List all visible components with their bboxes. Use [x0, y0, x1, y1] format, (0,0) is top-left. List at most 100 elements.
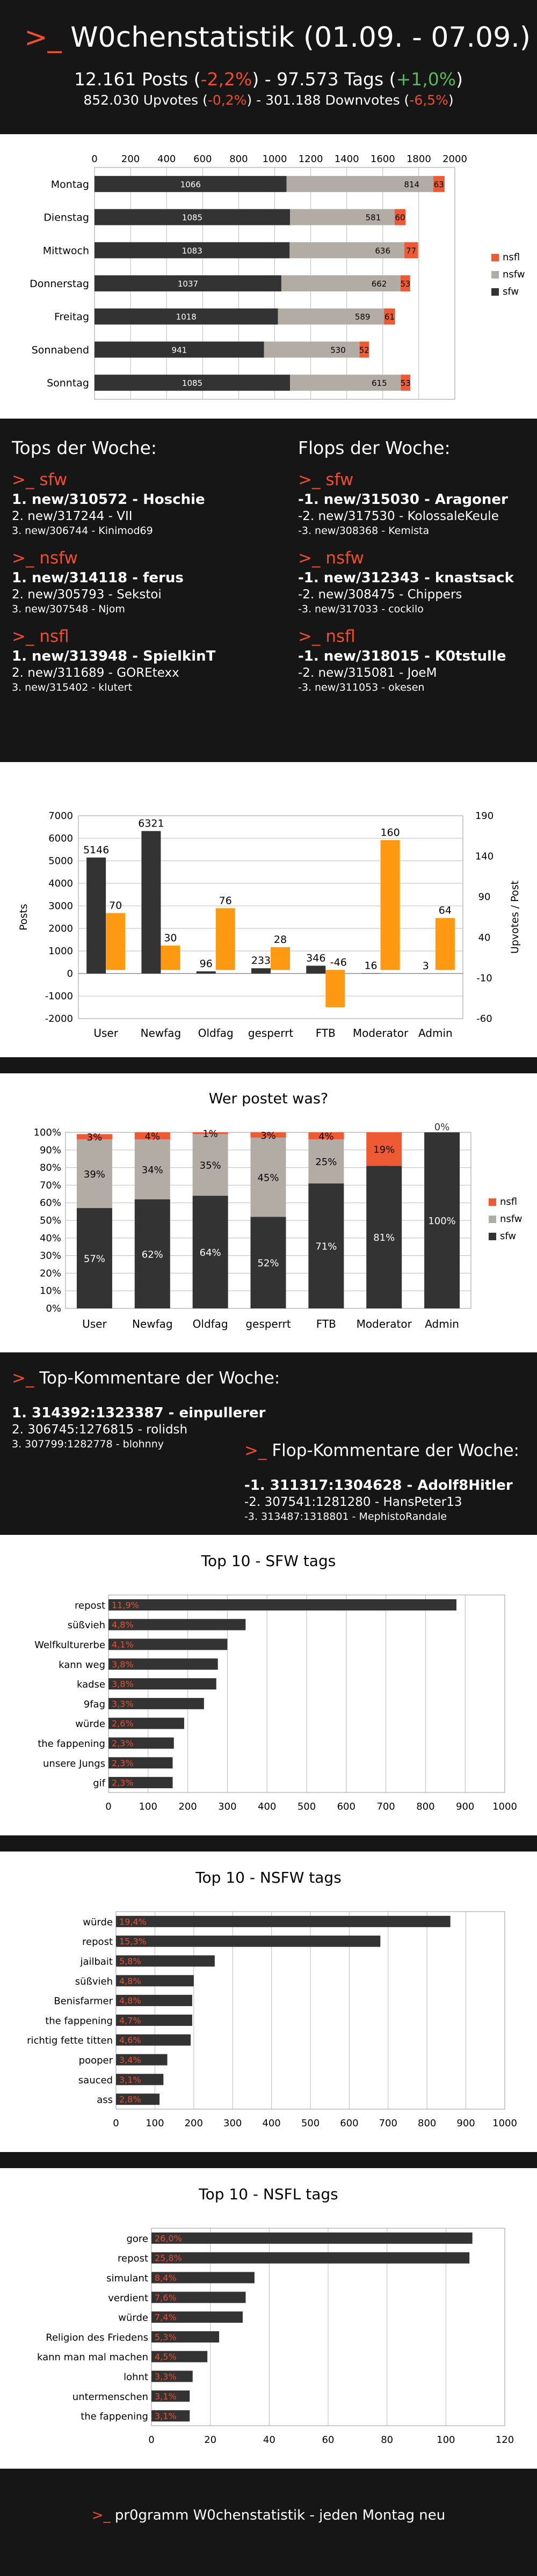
category-label: Freitag [54, 311, 89, 323]
tick-label: 70% [40, 1180, 61, 1191]
list-item[interactable]: -3. 313487:1318801 - MephistoRandale [244, 1511, 447, 1523]
list-item[interactable]: -2. new/308475 - Chippers [298, 588, 462, 602]
data-label: 34% [142, 1165, 163, 1176]
bar-posts [86, 857, 106, 974]
category-label: untermenschen [72, 2391, 148, 2403]
y-axis-label: Posts [18, 904, 30, 931]
prompt-glyph: >_ [298, 470, 321, 489]
data-label: 1018 [176, 312, 197, 322]
list-item[interactable]: 2. new/317244 - VII [12, 509, 133, 523]
bar-sfw [95, 242, 290, 259]
data-label: 4,6% [119, 2035, 141, 2045]
bar [151, 2370, 193, 2382]
list-item[interactable]: 2. 306745:1276815 - rolidsh [12, 1423, 188, 1437]
posts-change: -2,2% [200, 69, 252, 90]
data-label: 3,4% [119, 2055, 141, 2065]
nsfl-tags-section: Top 10 - NSFL tags 0 20 40 60 80 100 120 gore 26,… [0, 2168, 537, 2469]
data-label: 11,9% [112, 1600, 139, 1610]
list-item[interactable]: -3. new/317033 - cockilo [298, 603, 424, 615]
bar-sfw [134, 1199, 170, 1308]
tick-label: 600 [340, 2118, 358, 2129]
bar-nsfl [384, 308, 395, 325]
bar-nsfw [308, 1139, 344, 1184]
chart-title: Top 10 - NSFL tags [198, 2185, 338, 2203]
list-item[interactable]: 3. new/306744 - Kinimod69 [12, 525, 153, 537]
tick-label: 3000 [48, 901, 73, 912]
bar [108, 1697, 204, 1709]
tops-column: Tops der Woche: >_ sfw 1. new/310572 - Ho… [12, 437, 248, 695]
list-item[interactable]: 1. 314392:1323387 - einpullerer [12, 1405, 266, 1421]
tick-label: 1800 [407, 153, 431, 165]
prompt-glyph: >_ [298, 627, 321, 646]
bar [116, 2034, 191, 2046]
data-label: 2,3% [112, 1758, 134, 1768]
flop-comments-list: -1. 311317:1304628 - Adolf8Hitler -2. 30… [244, 1476, 513, 1524]
bar [116, 2054, 168, 2066]
data-label: 3,3% [155, 2372, 177, 2382]
bar [108, 1638, 228, 1650]
data-label: 3,8% [112, 1679, 134, 1689]
posts-count: 12.161 [74, 69, 136, 90]
tick-label: 0 [67, 968, 73, 979]
bar-sfw [424, 1132, 460, 1308]
category-label: the fappening [38, 1738, 105, 1750]
list-item[interactable]: -3. new/311053 - okesen [298, 682, 425, 693]
bar-nsfl [308, 1132, 344, 1140]
data-label: 3,1% [155, 2411, 177, 2421]
bar [116, 1915, 451, 1927]
bar-nsfw [264, 341, 360, 358]
upvotes-label: Upvotes [143, 92, 199, 108]
bar-upvotes-per-post [215, 908, 235, 970]
list-item[interactable]: -2. 307541:1281280 - HansPeter13 [244, 1495, 462, 1509]
data-label: 30 [164, 932, 177, 944]
tick-label: 500 [301, 2118, 320, 2129]
list-item[interactable]: -1. 311317:1304628 - Adolf8Hitler [244, 1477, 513, 1494]
data-label: 2,8% [119, 2095, 141, 2105]
category-name: nsfl [39, 627, 69, 646]
list-item[interactable]: -2. new/317530 - KolossaleKeule [298, 509, 499, 523]
bar-nsfw [250, 1137, 286, 1217]
bar-nsfl [366, 1132, 402, 1166]
list-item[interactable]: 1. new/310572 - Hoschie [12, 492, 205, 508]
list-item[interactable]: 2. new/311689 - GOREtexx [12, 666, 179, 680]
downvotes-label: Downvotes [325, 92, 400, 108]
list-item[interactable]: -2. new/315081 - JoeM [298, 666, 437, 680]
page-title: >_ W0chenstatistik (01.09. - 07.09.) [24, 21, 531, 54]
data-label: 45% [257, 1173, 279, 1184]
list-item[interactable]: -3. new/308368 - Kemista [298, 525, 430, 537]
data-label: 96 [200, 958, 213, 970]
list-item[interactable]: 1. new/314118 - ferus [12, 570, 184, 586]
bar-sfw [95, 275, 281, 291]
list-item[interactable]: 3. new/315402 - klutert [12, 682, 133, 693]
header: >_ W0chenstatistik (01.09. - 07.09.) 12.… [0, 0, 537, 134]
tick-label: 6000 [48, 833, 73, 844]
separator [0, 2152, 537, 2168]
category-label: Mittwoch [43, 245, 89, 257]
tick-label: 80% [40, 1162, 61, 1174]
data-label: 160 [380, 826, 400, 838]
bar-sfw [95, 209, 291, 225]
bar-upvotes-per-post [325, 970, 345, 1007]
data-label: 7,4% [155, 2312, 177, 2323]
category-label: Religion des Friedens [46, 2332, 148, 2343]
tick-label: 40 [478, 932, 491, 943]
data-label: 81% [373, 1232, 395, 1243]
bar [108, 1777, 173, 1789]
upvotes-change: -0,2% [207, 92, 247, 108]
list-item[interactable]: 3. new/307548 - Njom [12, 603, 125, 615]
separator [0, 1057, 537, 1073]
list-item[interactable]: -1. new/315030 - Aragoner [298, 492, 508, 508]
tick-label: 40% [40, 1233, 61, 1244]
list-item[interactable]: -1. new/318015 - K0tstulle [298, 648, 506, 664]
list-item[interactable]: 3. 307799:1282778 - blohnny [12, 1438, 164, 1450]
category-label: Oldfag [193, 1318, 228, 1330]
sfw-tags-chart: Top 10 - SFW tags 0 100 200 300 400 500 600 700 8… [34, 1552, 517, 1812]
tick-label: 20 [204, 2434, 216, 2446]
bar [108, 1717, 184, 1729]
list-item[interactable]: 1. new/313948 - SpielkinT [12, 648, 216, 664]
prompt-glyph: >_ [12, 627, 34, 646]
legend-label: nsfl [503, 252, 520, 263]
list-item[interactable]: 2. new/305793 - Sekstoi [12, 588, 162, 602]
data-label: 1085 [182, 378, 202, 388]
list-item[interactable]: -1. new/312343 - knastsack [298, 570, 514, 586]
